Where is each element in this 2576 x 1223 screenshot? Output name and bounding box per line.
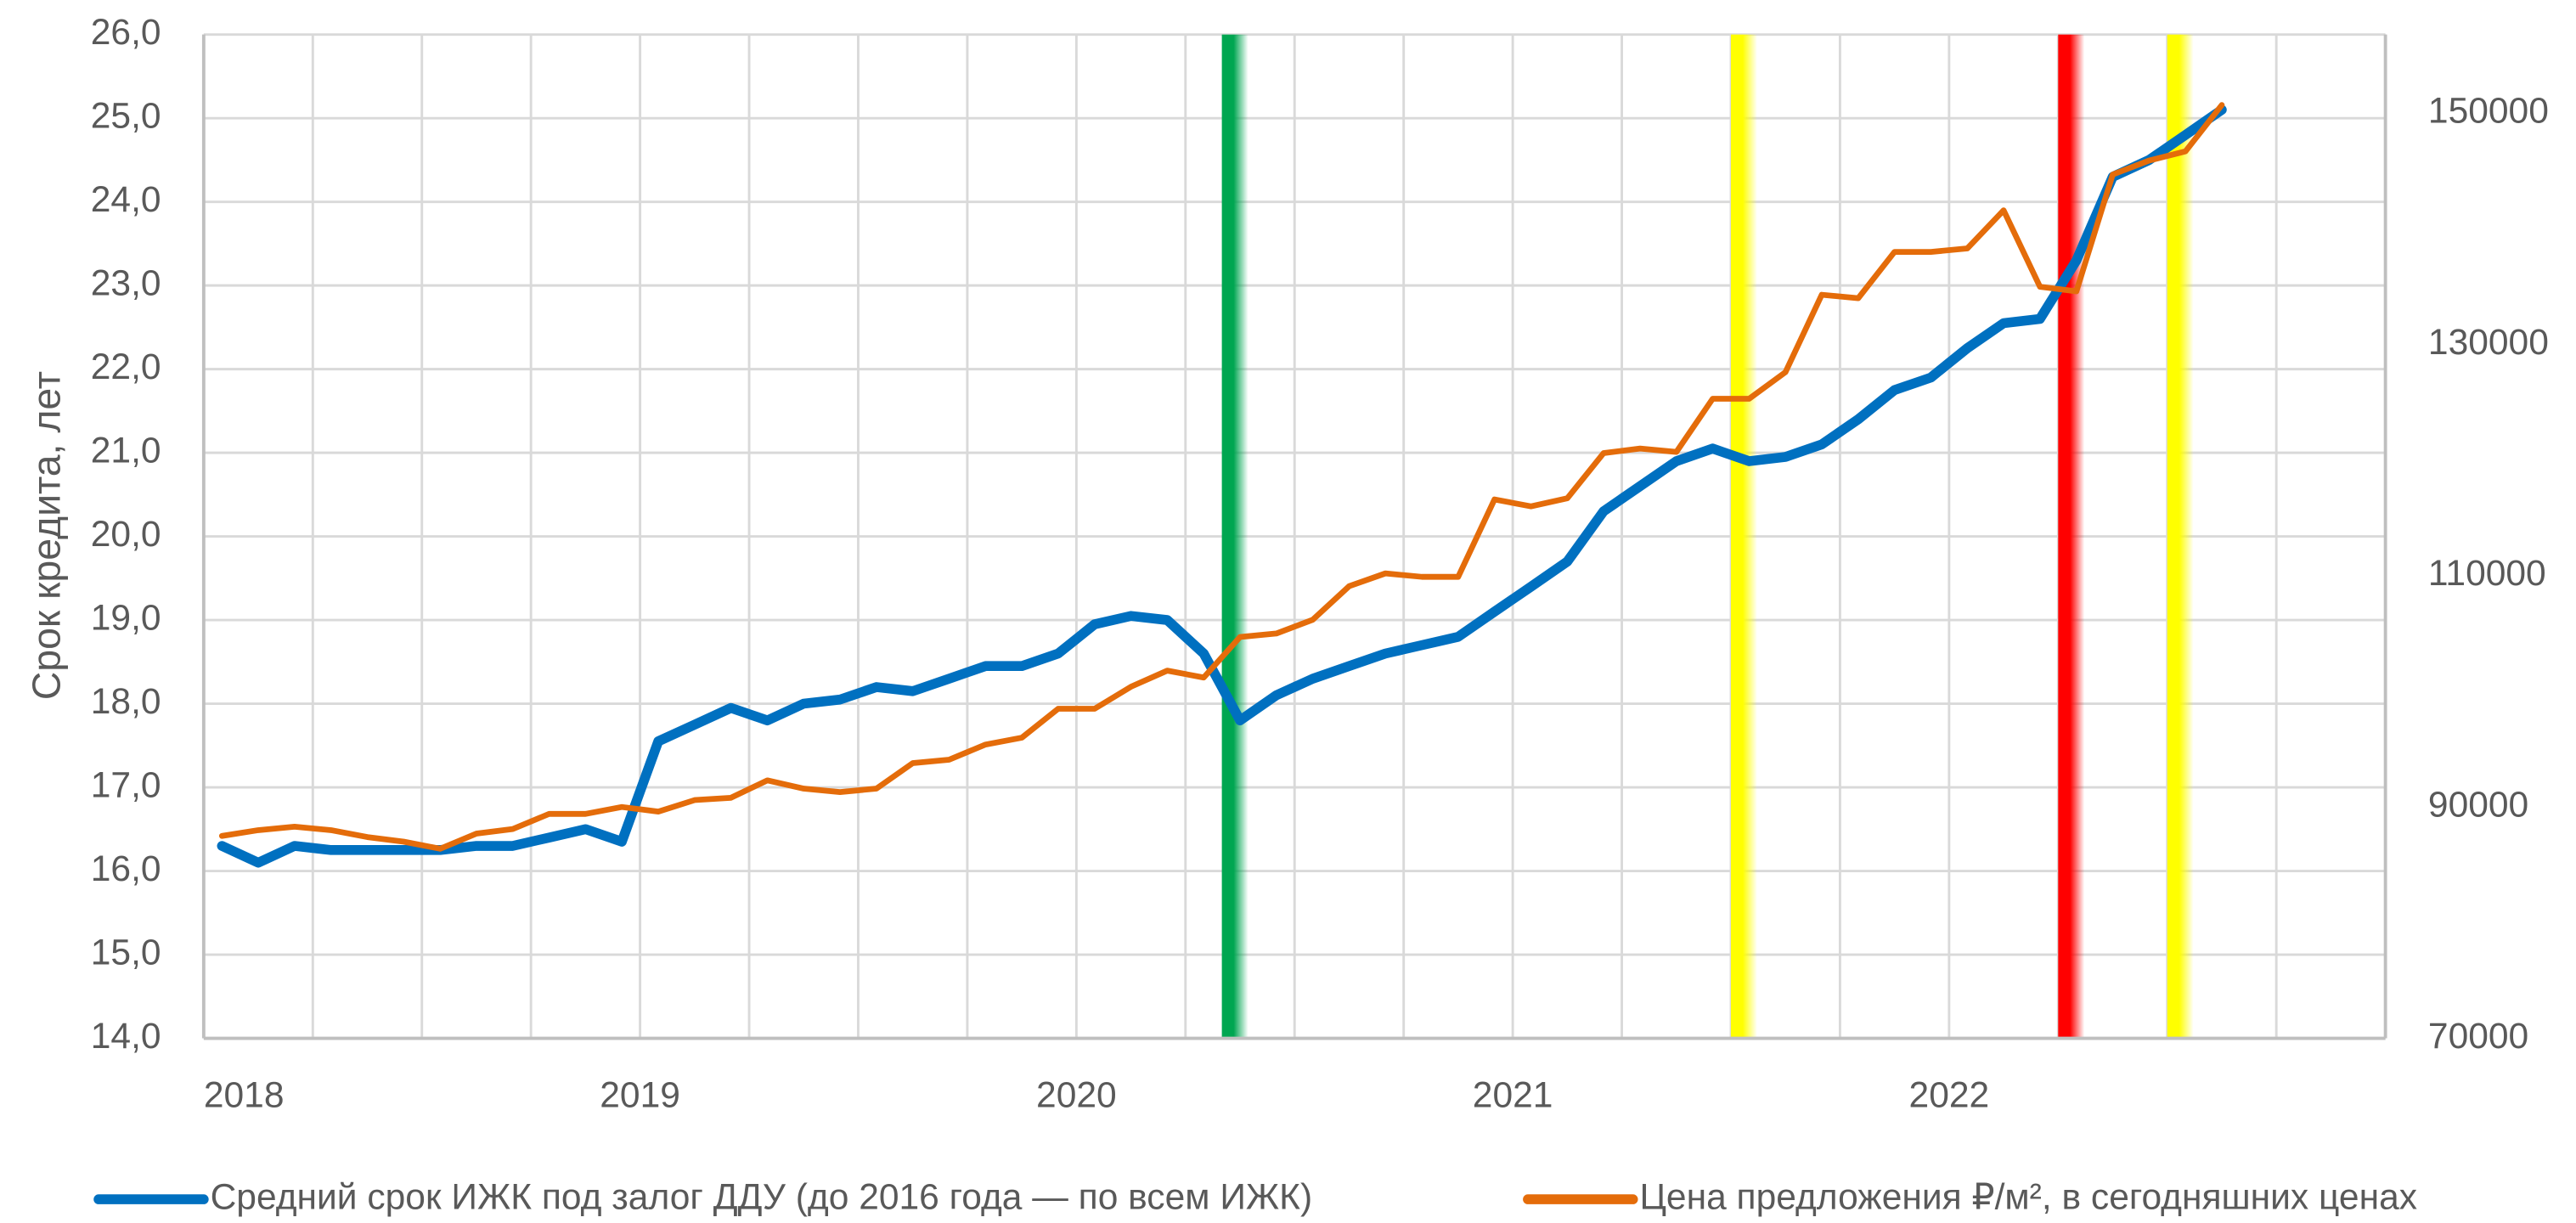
legend-label: Цена предложения ₽/м², в сегодняшних цен… — [1639, 1176, 2417, 1217]
highlight-band — [2167, 34, 2194, 1039]
y-tick-label: 23,0 — [91, 262, 161, 303]
y-tick-label: 18,0 — [91, 681, 161, 722]
y2-tick-label: 90000 — [2428, 784, 2528, 825]
y-tick-label: 16,0 — [91, 848, 161, 889]
y-tick-label: 17,0 — [91, 764, 161, 805]
series-line — [218, 102, 2225, 852]
y-tick-label: 15,0 — [91, 932, 161, 972]
y2-tick-label: 110000 — [2428, 553, 2546, 594]
y-tick-label: 26,0 — [91, 12, 161, 53]
y-tick-label: 14,0 — [91, 1016, 161, 1057]
y2-tick-label: 150000 — [2428, 90, 2549, 131]
x-tick-label: 2018 — [204, 1074, 285, 1115]
x-tick-label: 2019 — [600, 1074, 680, 1115]
highlight-band — [1221, 34, 1249, 1039]
y-tick-label: 25,0 — [91, 95, 161, 136]
x-tick-label: 2022 — [1909, 1074, 1990, 1115]
y-tick-label: 19,0 — [91, 597, 161, 638]
legend-label: Средний срок ИЖК под залог ДДУ (до 2016 … — [211, 1176, 1313, 1217]
y-tick-label: 24,0 — [91, 179, 161, 220]
highlight-band — [1730, 34, 1757, 1039]
x-tick-label: 2021 — [1473, 1074, 1553, 1115]
x-tick-label: 2020 — [1036, 1074, 1117, 1115]
y2-tick-label: 130000 — [2428, 322, 2549, 363]
series-line — [217, 104, 2227, 868]
y-tick-label: 22,0 — [91, 347, 161, 387]
y-tick-label: 20,0 — [91, 514, 161, 555]
y2-tick-label: 70000 — [2428, 1016, 2528, 1057]
y-axis-title: Срок кредита, лет — [24, 371, 68, 700]
highlight-band — [2058, 34, 2085, 1039]
y-tick-label: 21,0 — [91, 430, 161, 471]
